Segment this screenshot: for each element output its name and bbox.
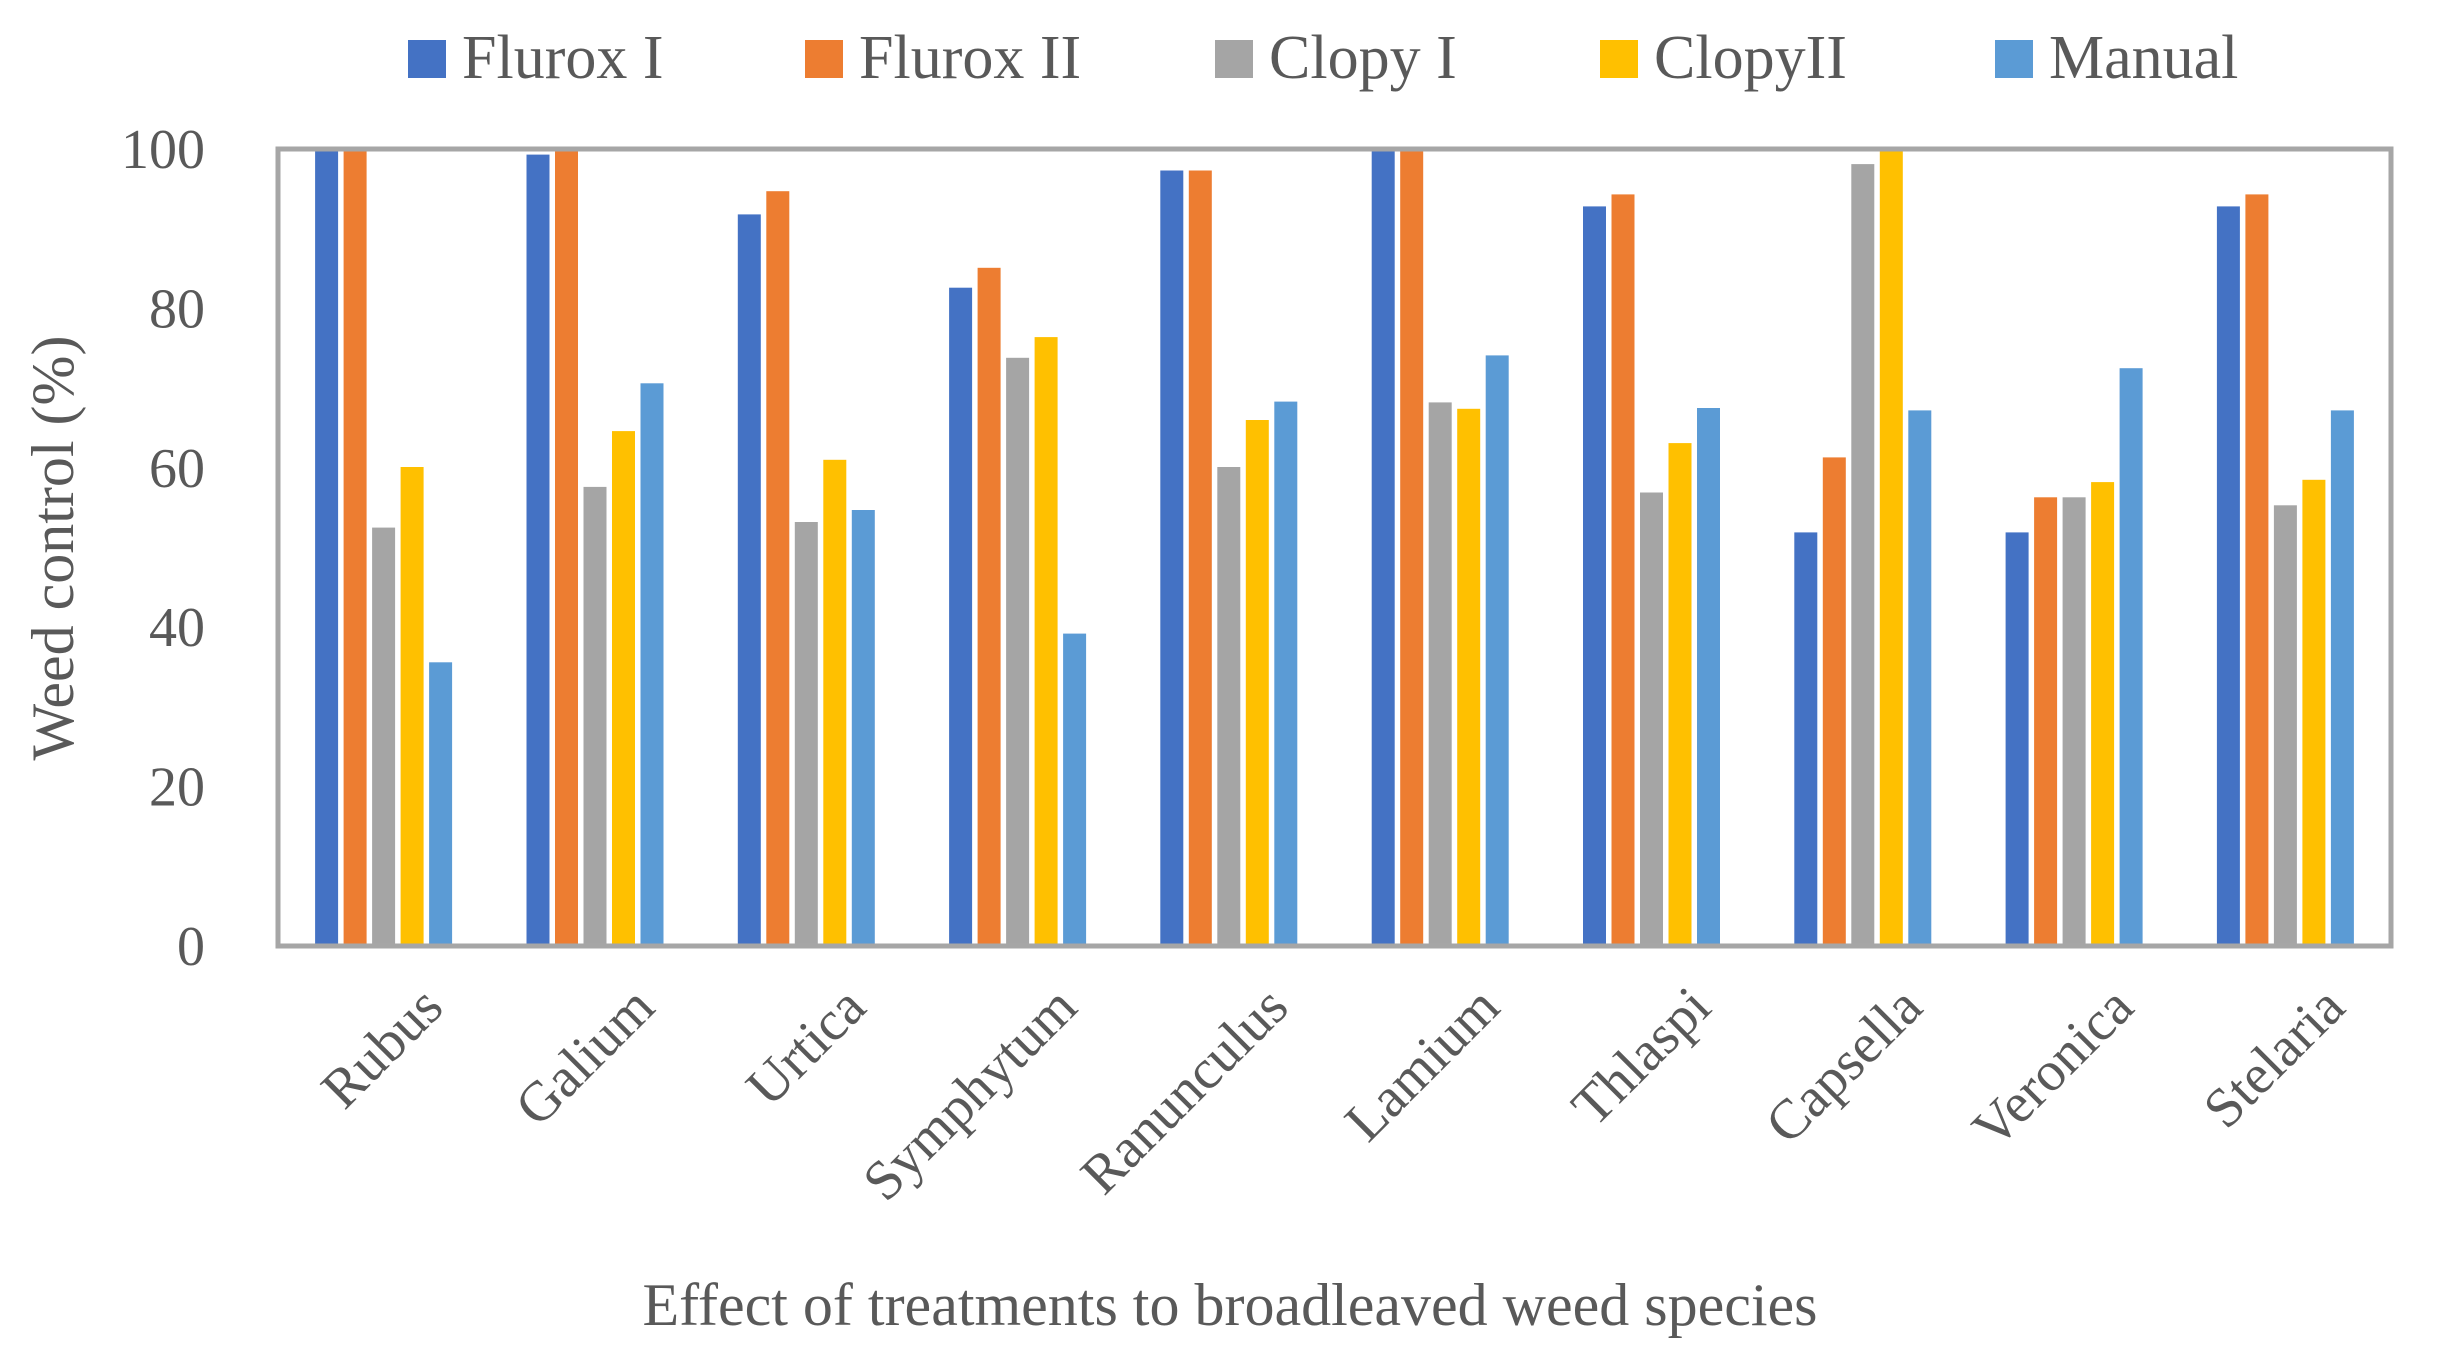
- y-tick-label-40: 40: [149, 597, 205, 659]
- x-tick-label-veronica: Veronica: [1961, 975, 2146, 1160]
- y-tick-label-20: 20: [149, 757, 205, 819]
- bar-clopyii-lamium: [1457, 408, 1481, 946]
- bars-group: [315, 149, 2354, 947]
- y-tick-label-60: 60: [149, 438, 205, 500]
- bar-flurox-i-lamium: [1371, 149, 1395, 946]
- legend-swatch-flurox-ii: [805, 40, 843, 78]
- bar-manual-symphytum: [1063, 633, 1087, 946]
- bar-manual-galium: [640, 383, 664, 946]
- bar-manual-stelaria: [2330, 410, 2354, 946]
- bar-flurox-ii-ranunculus: [1188, 170, 1212, 946]
- bar-clopy-i-capsella: [1851, 164, 1875, 947]
- bar-manual-thlaspi: [1697, 408, 1720, 946]
- bar-flurox-ii-galium: [555, 149, 578, 946]
- bar-clopyii-veronica: [2091, 482, 2115, 946]
- bar-clopyii-symphytum: [1034, 337, 1058, 947]
- bar-flurox-i-stelaria: [2216, 206, 2240, 946]
- plot-area-frame: [275, 146, 2394, 949]
- bar-flurox-i-ranunculus: [1160, 170, 1184, 946]
- bar-flurox-i-capsella: [1794, 532, 1818, 946]
- x-tick-label-rubus: Rubus: [310, 975, 455, 1120]
- y-tick-label-100: 100: [121, 119, 205, 181]
- bar-flurox-i-thlaspi: [1583, 206, 1606, 946]
- bar-flurox-i-veronica: [2005, 532, 2029, 946]
- bar-flurox-ii-lamium: [1400, 149, 1424, 946]
- x-tick-label-symphytum: Symphytum: [851, 975, 1088, 1212]
- legend-label-clopy-i: Clopy I: [1269, 24, 1457, 92]
- bar-clopyii-galium: [612, 431, 635, 947]
- bar-clopyii-rubus: [400, 467, 424, 946]
- bar-flurox-ii-thlaspi: [1611, 194, 1635, 946]
- bar-flurox-ii-symphytum: [977, 267, 1001, 946]
- bar-clopyii-urtica: [823, 459, 847, 946]
- legend-swatch-flurox-i: [408, 40, 446, 78]
- bar-flurox-ii-rubus: [343, 149, 367, 946]
- bar-clopy-i-urtica: [794, 522, 818, 946]
- y-tick-label-0: 0: [177, 916, 205, 978]
- bar-clopy-i-stelaria: [2273, 505, 2297, 946]
- bar-flurox-ii-stelaria: [2245, 194, 2269, 946]
- y-axis-ticks: 0 20 40 60 80 100: [121, 119, 205, 978]
- bar-manual-lamium: [1485, 355, 1509, 946]
- bar-clopy-i-ranunculus: [1217, 467, 1241, 946]
- bar-flurox-i-rubus: [315, 149, 339, 946]
- bar-clopyii-capsella: [1879, 149, 1903, 946]
- bar-manual-ranunculus: [1274, 401, 1298, 947]
- bar-clopyii-ranunculus: [1245, 420, 1269, 946]
- x-tick-label-stelaria: Stelaria: [2192, 975, 2357, 1140]
- bar-clopy-i-veronica: [2062, 497, 2086, 946]
- legend-swatch-manual: [1995, 40, 2033, 78]
- bar-clopy-i-galium: [583, 486, 607, 946]
- bar-flurox-ii-urtica: [766, 191, 790, 946]
- bar-clopy-i-lamium: [1428, 402, 1452, 946]
- bar-manual-veronica: [2119, 368, 2143, 946]
- x-tick-label-galium: Galium: [504, 975, 667, 1138]
- bar-clopyii-thlaspi: [1668, 443, 1692, 946]
- bar-manual-capsella: [1908, 410, 1932, 946]
- bar-clopyii-stelaria: [2302, 479, 2326, 946]
- legend-label-flurox-i: Flurox I: [462, 24, 664, 92]
- x-tick-label-urtica: Urtica: [735, 975, 878, 1118]
- bar-flurox-i-urtica: [737, 214, 761, 946]
- x-tick-label-ranunculus: Ranunculus: [1069, 975, 1300, 1206]
- bar-flurox-i-galium: [526, 154, 550, 947]
- bar-clopy-i-symphytum: [1006, 357, 1030, 946]
- legend-label-clopyii: ClopyII: [1654, 24, 1847, 92]
- x-tick-label-capsella: Capsella: [1754, 975, 1934, 1155]
- legend-swatch-clopyii: [1600, 40, 1638, 78]
- bar-clopy-i-rubus: [372, 527, 396, 946]
- x-tick-label-lamium: Lamium: [1333, 975, 1511, 1153]
- bar-manual-urtica: [851, 510, 875, 946]
- y-tick-label-80: 80: [149, 278, 205, 340]
- bar-flurox-ii-veronica: [2034, 497, 2058, 946]
- x-tick-label-thlaspi: Thlaspi: [1560, 975, 1723, 1138]
- legend: Flurox I Flurox II Clopy I ClopyII Manual: [408, 24, 2238, 92]
- legend-swatch-clopy-i: [1215, 40, 1253, 78]
- x-axis-title: Effect of treatments to broadleaved weed…: [642, 1272, 1817, 1338]
- legend-label-manual: Manual: [2049, 24, 2238, 92]
- bar-clopy-i-thlaspi: [1640, 492, 1663, 946]
- y-axis-title: Weed control (%): [20, 336, 86, 761]
- legend-label-flurox-ii: Flurox II: [859, 24, 1081, 92]
- bar-flurox-ii-capsella: [1822, 457, 1846, 946]
- bar-flurox-i-symphytum: [949, 287, 973, 946]
- bar-manual-rubus: [429, 662, 453, 946]
